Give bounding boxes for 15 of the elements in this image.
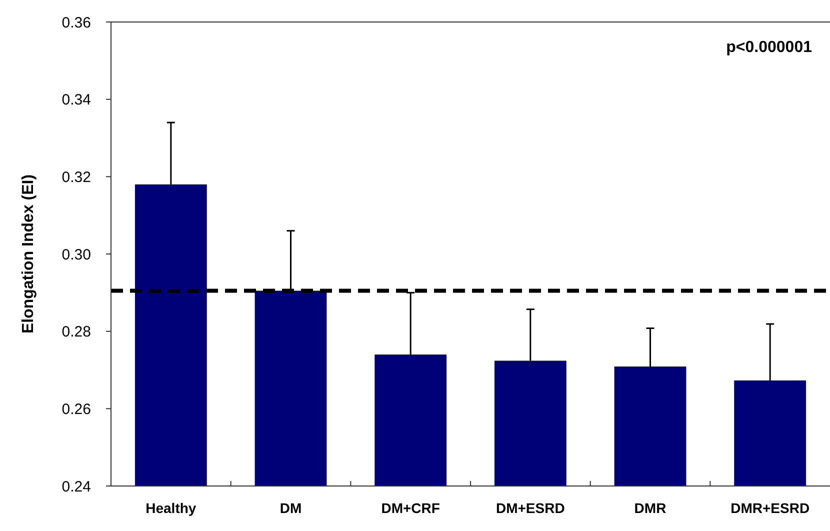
y-tick-label: 0.32: [62, 168, 91, 186]
x-tick-label: DM+CRF: [381, 500, 440, 516]
y-tick-label: 0.34: [62, 92, 91, 109]
x-tick-label: DM: [280, 500, 302, 516]
y-tick-label: 0.28: [62, 324, 91, 341]
y-tick-label: 0.26: [62, 400, 91, 418]
x-tick-label: DMR: [634, 500, 666, 516]
x-tick-label: DMR+ESRD: [730, 500, 810, 516]
y-tick-label: 0.24: [62, 478, 91, 496]
x-tick-label: DM+ESRD: [496, 500, 565, 516]
annotation: p<0.000001: [726, 39, 812, 56]
y-tick-label: 0.30: [62, 246, 91, 264]
y-axis-title: Elongation Index (EI): [20, 174, 37, 334]
x-tick-label: Healthy: [146, 500, 196, 516]
y-tick-label: 0.36: [62, 14, 91, 32]
